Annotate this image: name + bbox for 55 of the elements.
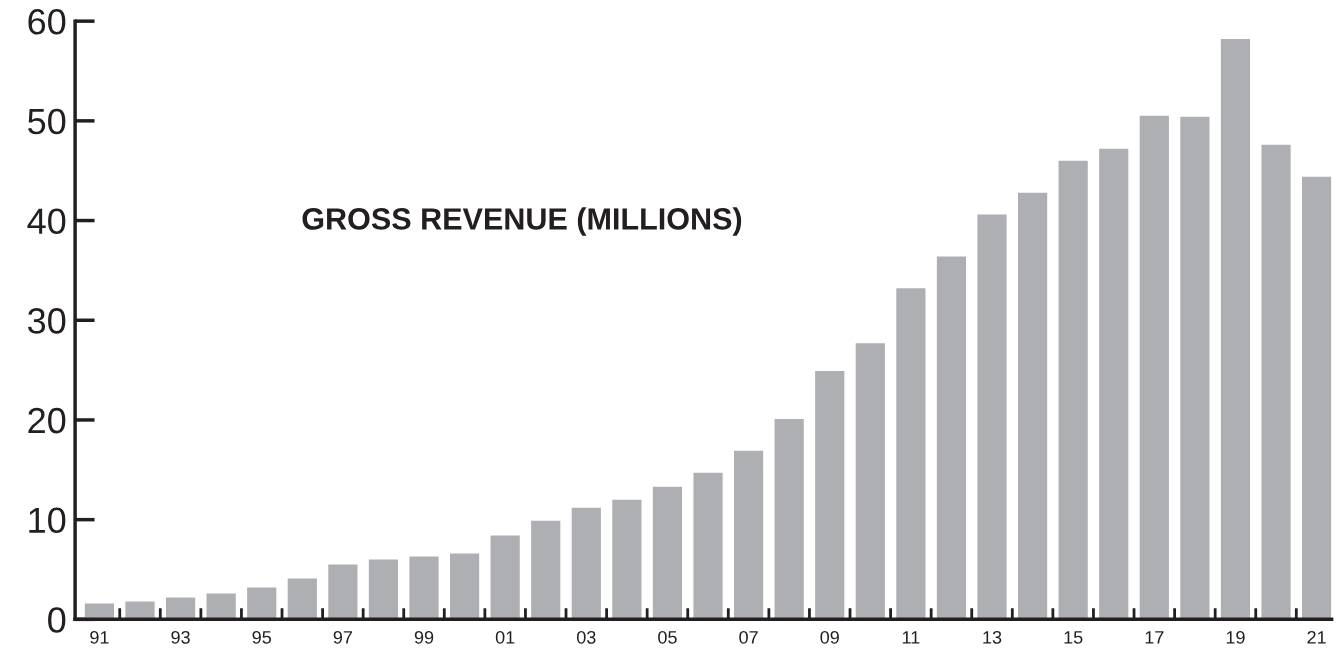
bar — [774, 418, 804, 620]
bar — [693, 472, 723, 620]
y-tick-label: 40 — [27, 208, 66, 234]
bar — [206, 593, 236, 620]
bar — [287, 578, 317, 620]
x-tick-label: 91 — [90, 630, 109, 644]
bar — [815, 371, 845, 620]
bar — [896, 288, 926, 620]
x-tick-label: 13 — [983, 630, 1002, 644]
x-tick-label: 05 — [658, 630, 677, 644]
x-tick-label: 01 — [495, 630, 515, 644]
bar — [1139, 115, 1169, 620]
x-tick-label: 09 — [820, 630, 839, 644]
bar — [1099, 148, 1129, 620]
x-tick-label: 19 — [1226, 630, 1245, 644]
bar — [652, 486, 683, 620]
y-tick-label: 10 — [29, 507, 66, 534]
bar — [612, 499, 642, 620]
x-tick-label: 15 — [1064, 631, 1083, 644]
bar — [328, 564, 358, 620]
bar — [247, 587, 277, 620]
x-tick-label: 97 — [333, 630, 353, 644]
bar — [1180, 116, 1210, 620]
bar — [531, 520, 561, 620]
bar — [571, 507, 601, 620]
x-tick-label: 17 — [1145, 631, 1164, 644]
y-tick-label: 30 — [27, 308, 66, 334]
bar — [368, 559, 399, 620]
x-tick-label: 03 — [576, 630, 596, 644]
bar — [165, 597, 196, 620]
text: GROSS REVENUE (MILLIONS) — [302, 207, 742, 236]
bar — [733, 450, 764, 620]
bar — [936, 256, 967, 620]
bar — [449, 553, 480, 620]
bar — [84, 603, 115, 620]
bar — [125, 601, 155, 620]
bar — [977, 214, 1007, 620]
bar — [1261, 144, 1291, 620]
x-tick-label: 21 — [1307, 630, 1326, 644]
y-tick-label: 50 — [28, 108, 66, 135]
bar — [1302, 176, 1332, 620]
bar — [1017, 192, 1048, 620]
bar — [1220, 39, 1251, 620]
x-tick-label: 95 — [252, 630, 272, 644]
bar — [1058, 160, 1088, 620]
x-tick-label: 93 — [171, 630, 190, 644]
x-tick-label: 11 — [902, 631, 920, 644]
y-tick-label: 20 — [28, 407, 66, 434]
bar — [490, 535, 520, 620]
x-tick-label: 07 — [739, 630, 758, 644]
bar — [409, 556, 439, 620]
y-tick-label: 0 — [48, 607, 66, 633]
x-tick-label: 99 — [414, 630, 434, 644]
bar — [855, 343, 885, 620]
y-tick-label: 60 — [28, 9, 66, 35]
